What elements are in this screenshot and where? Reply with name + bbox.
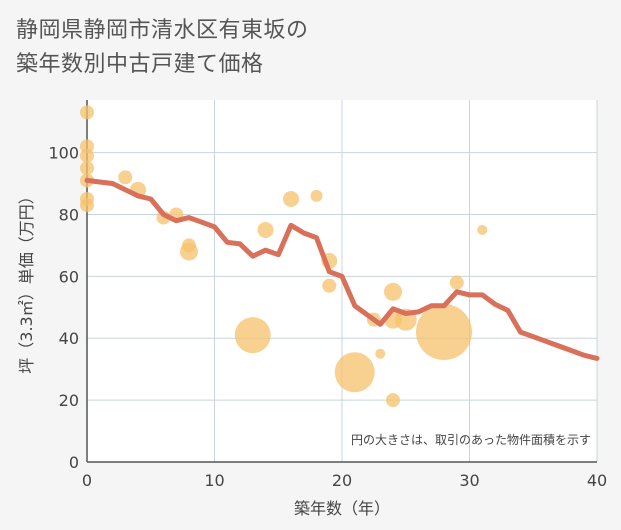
bubble-point [375,348,386,359]
bubble-point [416,304,472,361]
bubble-point [234,317,271,354]
chart-title-line2: 築年数別中古戸建て価格 [16,52,264,77]
bubble-point [257,221,274,238]
x-tick-label: 20 [332,471,352,490]
x-tick-label: 40 [587,471,607,490]
bubble-point [310,189,323,202]
x-axis-title: 築年数（年） [294,499,390,518]
bubble-point [334,352,375,393]
bubble-point [283,191,299,208]
bubble-point [80,161,94,176]
bubble-point [384,282,402,301]
tick-labels: 0 10 20 30 40 0 20 40 60 80 100 [48,144,607,490]
y-tick-label: 60 [59,267,79,286]
bubble-point [477,224,488,235]
y-tick-label: 40 [59,329,79,348]
y-axis-title: 坪（3.3㎡）単価（万円） [17,188,36,373]
size-note: 円の大きさは、取引のあった物件面積を示す [351,432,591,447]
bubble-point [386,393,400,408]
y-tick-label: 20 [59,391,79,410]
y-tick-label: 0 [69,453,79,472]
chart-title-line1: 静岡県静岡市清水区有東坂の [16,18,309,43]
x-tick-label: 30 [459,471,479,490]
chart-title: 静岡県静岡市清水区有東坂の 築年数別中古戸建て価格 [16,14,309,82]
bubble-point [322,278,337,293]
y-tick-label: 100 [48,144,79,163]
x-tick-label: 0 [82,471,92,490]
bubble-point [180,242,198,261]
y-tick-label: 80 [59,205,79,224]
bubble-point [80,198,94,213]
bubble-point [449,275,464,290]
bubble-point [80,105,94,120]
bubble-point [118,170,133,185]
trend-line [84,177,600,361]
x-tick-label: 10 [204,471,224,490]
bubble-point [80,148,94,163]
